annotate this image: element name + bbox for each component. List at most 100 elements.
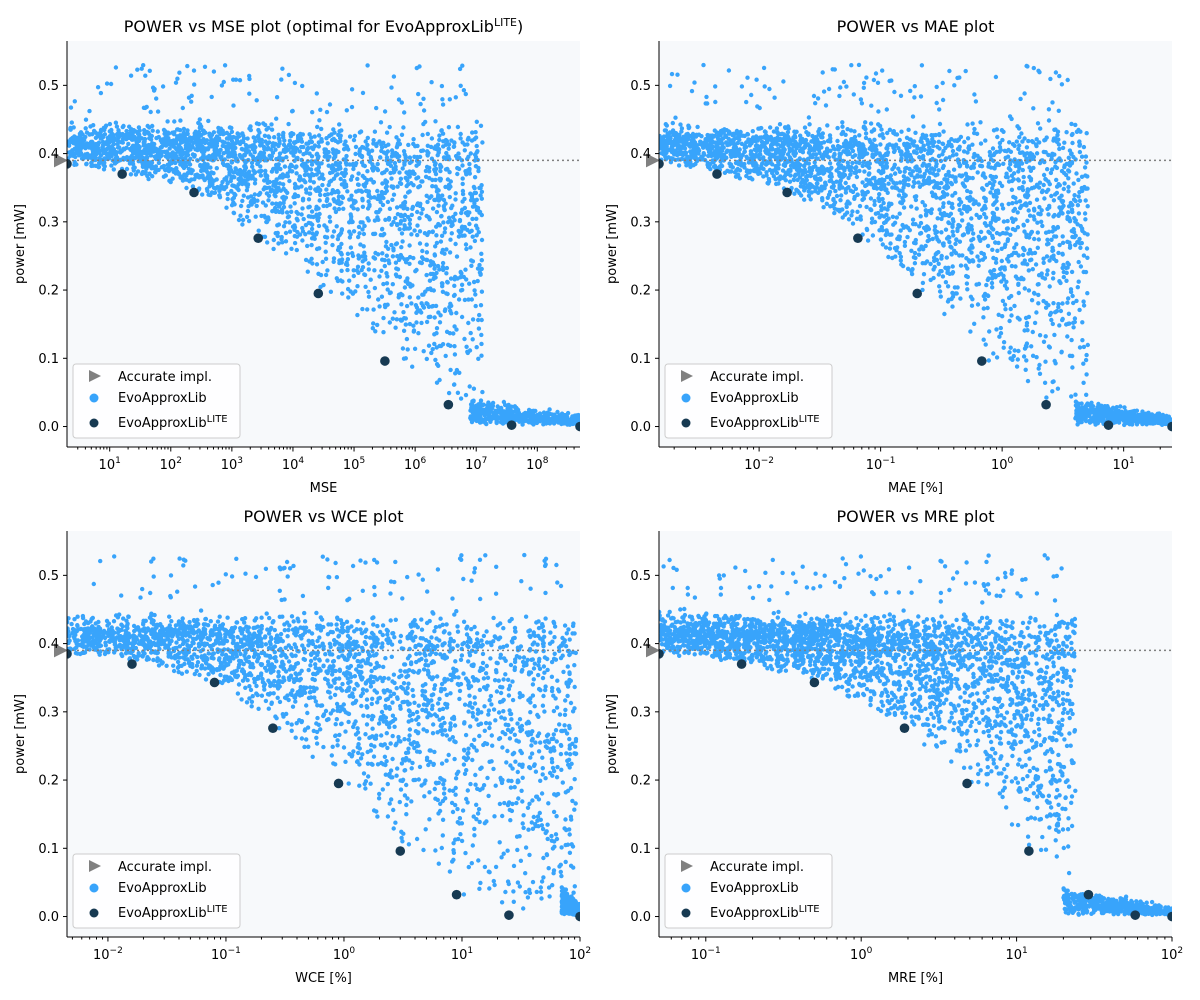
legend-evoapproxlib-label: EvoApproxLib bbox=[118, 391, 207, 406]
legend: Accurate impl.EvoApproxLibEvoApproxLibLI… bbox=[665, 854, 832, 928]
y-tick-label: 0.4 bbox=[630, 147, 651, 162]
x-tick-exponent: −2 bbox=[761, 456, 774, 466]
evoapproxlib-lite-point bbox=[253, 233, 263, 243]
y-tick-label: 0.2 bbox=[38, 774, 59, 789]
y-tick-label: 0.0 bbox=[38, 910, 59, 925]
evoapproxlib-lite-point bbox=[712, 169, 722, 179]
x-tick-base: 10 bbox=[1113, 458, 1130, 473]
legend-accurate-label: Accurate impl. bbox=[118, 370, 212, 385]
x-tick-base: 10 bbox=[526, 458, 543, 473]
legend-lite-base: EvoApproxLib bbox=[710, 416, 799, 431]
title-superscript: LITE bbox=[494, 16, 517, 29]
x-tick-label: 100 bbox=[991, 456, 1014, 473]
x-tick-base: 10 bbox=[451, 948, 468, 963]
evoapproxlib-lite-point bbox=[1104, 420, 1114, 430]
evoapproxlib-lite-point bbox=[504, 910, 514, 920]
y-tick-label: 0.3 bbox=[38, 705, 59, 720]
x-tick-base: 10 bbox=[866, 458, 883, 473]
x-tick-base: 10 bbox=[160, 458, 177, 473]
x-tick-label: 10−2 bbox=[744, 456, 774, 473]
x-tick-label: 101 bbox=[451, 946, 473, 963]
x-tick-label: 10−1 bbox=[866, 456, 896, 473]
x-tick-exponent: 1 bbox=[467, 946, 473, 956]
x-tick-exponent: −1 bbox=[707, 946, 720, 956]
evoapproxlib-lite-point bbox=[314, 289, 324, 299]
evoapproxlib-lite-point bbox=[268, 723, 278, 733]
title-end: ) bbox=[517, 17, 523, 36]
evoapproxlib-lite-point bbox=[1024, 846, 1034, 856]
y-tick-label: 0.2 bbox=[630, 774, 651, 789]
x-tick-base: 10 bbox=[404, 458, 421, 473]
x-tick-label: 10−1 bbox=[691, 946, 721, 963]
x-tick-base: 10 bbox=[1161, 948, 1178, 963]
x-tick-exponent: 6 bbox=[421, 456, 427, 466]
plot-title: POWER vs MSE plot (optimal for EvoApprox… bbox=[124, 16, 524, 36]
legend-lite-base: EvoApproxLib bbox=[118, 906, 207, 921]
plot-title: POWER vs MAE plot bbox=[837, 17, 995, 36]
evoapproxlib-lite-point bbox=[1084, 890, 1094, 900]
y-tick-label: 0.3 bbox=[38, 215, 59, 230]
y-tick-label: 0.1 bbox=[38, 842, 59, 857]
evoapproxlib-lite-point bbox=[853, 233, 863, 243]
x-tick-label: 100 bbox=[850, 946, 873, 963]
y-axis-label: power [mW] bbox=[605, 694, 620, 774]
title-text: POWER vs MAE plot bbox=[837, 17, 995, 36]
legend-lite-base: EvoApproxLib bbox=[118, 416, 207, 431]
legend: Accurate impl.EvoApproxLibEvoApproxLibLI… bbox=[73, 854, 240, 928]
x-tick-exponent: 0 bbox=[349, 946, 355, 956]
legend-lite-base: EvoApproxLib bbox=[710, 906, 799, 921]
x-tick-label: 102 bbox=[1161, 946, 1183, 963]
x-tick-exponent: −2 bbox=[110, 946, 123, 956]
x-tick-base: 10 bbox=[991, 458, 1008, 473]
x-tick-exponent: 8 bbox=[543, 456, 549, 466]
x-tick-exponent: 4 bbox=[298, 456, 304, 466]
y-tick-label: 0.3 bbox=[630, 215, 651, 230]
x-tick-exponent: 0 bbox=[867, 946, 873, 956]
legend-lite-superscript: LITE bbox=[799, 904, 820, 915]
x-tick-base: 10 bbox=[850, 948, 867, 963]
evoapproxlib-lite-point bbox=[444, 400, 454, 410]
evoapproxlib-lite-point bbox=[127, 659, 137, 669]
x-tick-base: 10 bbox=[211, 948, 228, 963]
x-tick-label: 104 bbox=[282, 456, 305, 473]
y-tick-label: 0.5 bbox=[38, 79, 59, 94]
legend-lite-superscript: LITE bbox=[207, 414, 228, 425]
legend-lite-superscript: LITE bbox=[207, 904, 228, 915]
evoapproxlib-lite-point bbox=[900, 723, 910, 733]
evoapproxlib-lite-point bbox=[1167, 912, 1177, 922]
evoapproxlib-lite-point bbox=[575, 912, 585, 922]
x-tick-label: 102 bbox=[160, 456, 182, 473]
evoapproxlib-lite-point bbox=[912, 289, 922, 299]
x-tick-base: 10 bbox=[569, 948, 586, 963]
title-text: POWER vs MRE plot bbox=[836, 507, 994, 526]
y-tick-label: 0.1 bbox=[630, 352, 651, 367]
x-tick-exponent: 1 bbox=[1022, 946, 1028, 956]
plot-title: POWER vs WCE plot bbox=[243, 507, 403, 526]
x-tick-exponent: 2 bbox=[585, 946, 591, 956]
x-axis-label: WCE [%] bbox=[295, 971, 352, 986]
legend-accurate-label: Accurate impl. bbox=[710, 370, 804, 385]
evoapproxlib-lite-point bbox=[962, 779, 972, 789]
x-tick-label: 10−2 bbox=[93, 946, 123, 963]
x-tick-label: 100 bbox=[333, 946, 356, 963]
evoapproxlib-lite-point bbox=[575, 422, 585, 432]
x-tick-exponent: 1 bbox=[115, 456, 121, 466]
x-tick-label: 102 bbox=[569, 946, 591, 963]
x-tick-label: 103 bbox=[221, 456, 243, 473]
x-tick-base: 10 bbox=[221, 458, 238, 473]
x-tick-exponent: −1 bbox=[882, 456, 895, 466]
title-text: POWER vs WCE plot bbox=[243, 507, 403, 526]
evoapproxlib-lite-point bbox=[395, 846, 405, 856]
y-tick-label: 0.2 bbox=[630, 284, 651, 299]
y-tick-label: 0.0 bbox=[630, 910, 651, 925]
x-tick-base: 10 bbox=[1005, 948, 1022, 963]
y-tick-label: 0.5 bbox=[38, 569, 59, 584]
x-tick-label: 10−1 bbox=[211, 946, 241, 963]
x-tick-exponent: 7 bbox=[482, 456, 488, 466]
legend-lite-marker bbox=[682, 909, 691, 918]
x-tick-label: 101 bbox=[99, 456, 121, 473]
